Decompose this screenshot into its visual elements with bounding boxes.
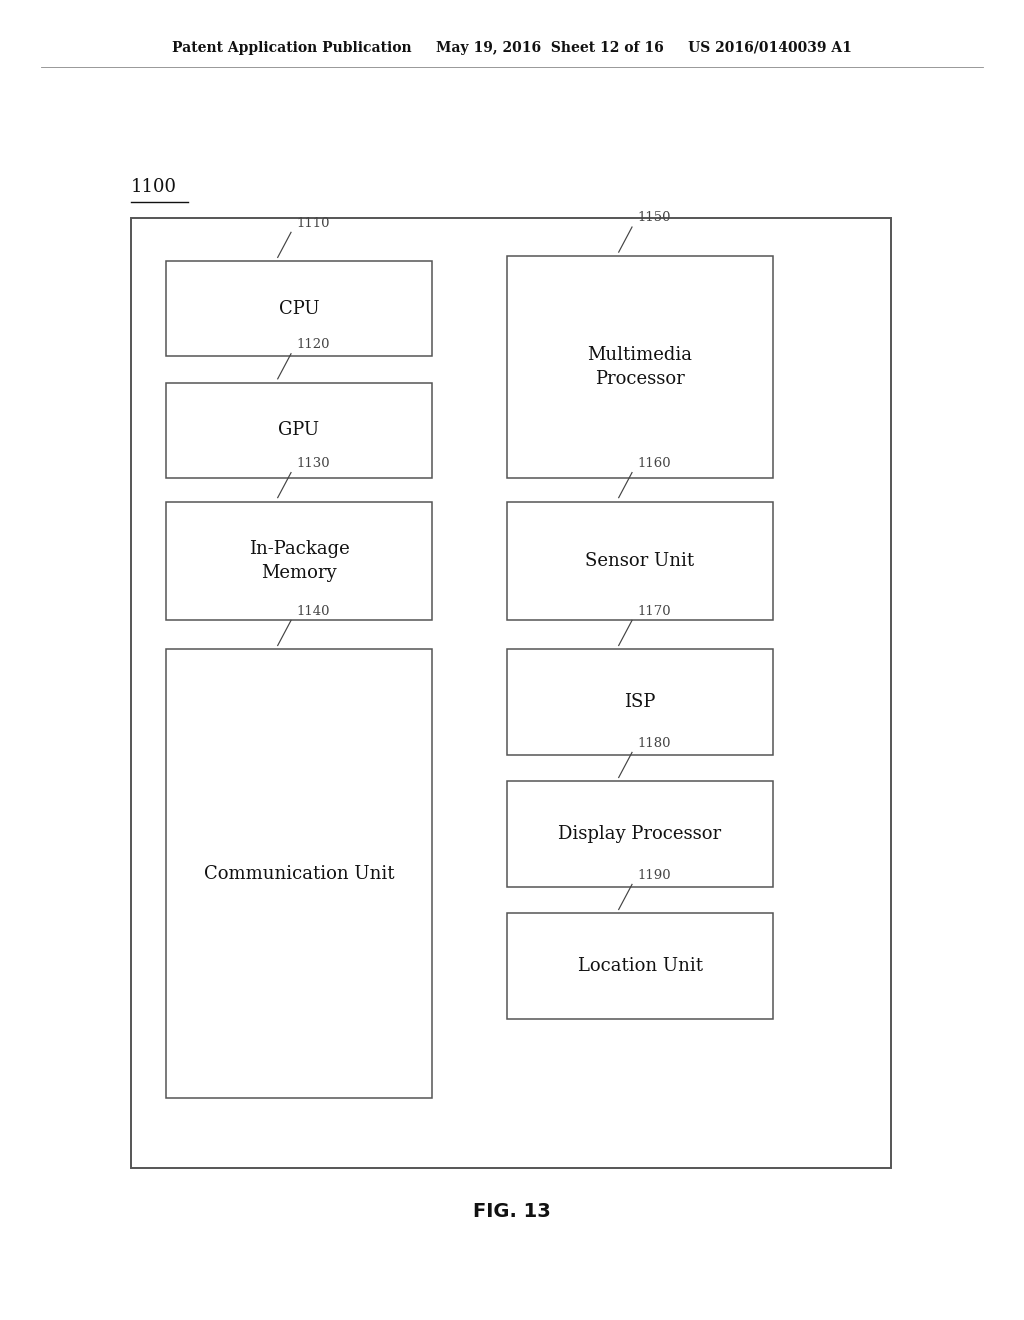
Text: 1190: 1190 bbox=[637, 869, 671, 882]
Bar bbox=[507, 256, 773, 478]
Text: Sensor Unit: Sensor Unit bbox=[586, 552, 694, 570]
Bar bbox=[166, 383, 432, 478]
Text: ISP: ISP bbox=[625, 693, 655, 711]
Text: 1160: 1160 bbox=[637, 457, 671, 470]
Text: CPU: CPU bbox=[279, 300, 319, 318]
Text: 1120: 1120 bbox=[296, 338, 330, 351]
Text: 1170: 1170 bbox=[637, 605, 671, 618]
Text: 1150: 1150 bbox=[637, 211, 671, 224]
Text: 1180: 1180 bbox=[637, 737, 671, 750]
Text: Communication Unit: Communication Unit bbox=[204, 865, 394, 883]
Text: 1130: 1130 bbox=[296, 457, 330, 470]
Bar bbox=[507, 913, 773, 1019]
Text: GPU: GPU bbox=[279, 421, 319, 440]
Text: Multimedia
Processor: Multimedia Processor bbox=[588, 346, 692, 388]
Bar bbox=[507, 781, 773, 887]
Text: FIG. 13: FIG. 13 bbox=[473, 1203, 551, 1221]
Text: 1140: 1140 bbox=[296, 605, 330, 618]
Text: 1110: 1110 bbox=[296, 216, 330, 230]
Text: 1100: 1100 bbox=[131, 178, 177, 197]
Bar bbox=[166, 261, 432, 356]
Text: Patent Application Publication     May 19, 2016  Sheet 12 of 16     US 2016/0140: Patent Application Publication May 19, 2… bbox=[172, 41, 852, 55]
Bar bbox=[166, 649, 432, 1098]
Text: Location Unit: Location Unit bbox=[578, 957, 702, 975]
Bar bbox=[507, 502, 773, 620]
Bar bbox=[166, 502, 432, 620]
Text: Display Processor: Display Processor bbox=[558, 825, 722, 843]
Bar bbox=[131, 218, 891, 1168]
Text: In-Package
Memory: In-Package Memory bbox=[249, 540, 349, 582]
Bar bbox=[507, 649, 773, 755]
